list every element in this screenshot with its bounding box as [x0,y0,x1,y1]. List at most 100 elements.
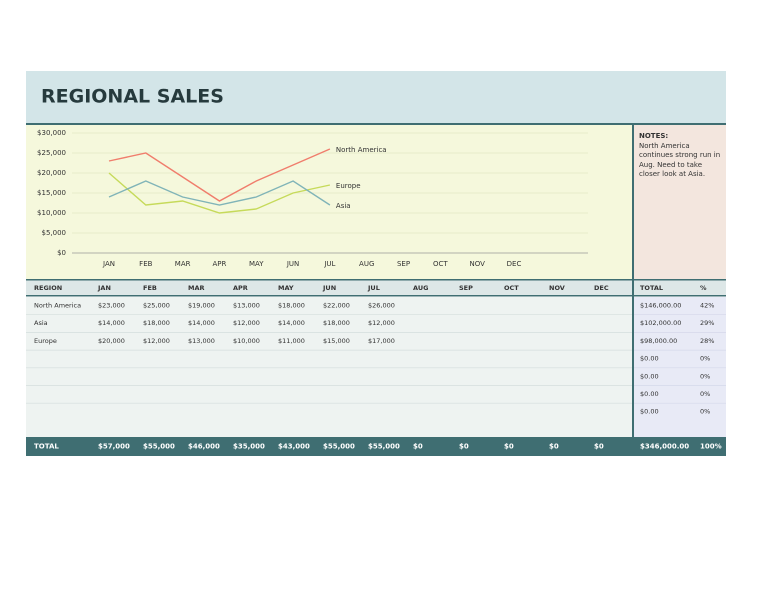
cell: 0% [700,355,710,363]
cell: $12,000 [368,319,395,327]
x-tick-label: JUL [323,260,335,268]
column-header: FEB [143,284,157,292]
cell: Asia [34,319,48,327]
cell: 0% [700,372,710,380]
cell: $18,000 [278,302,305,310]
y-tick-label: $5,000 [42,229,67,237]
x-tick-label: NOV [469,260,485,268]
table-header [26,279,726,296]
y-tick-label: $20,000 [37,169,66,177]
cell: $14,000 [278,319,305,327]
total-cell: 100% [700,443,722,451]
total-cell: $0 [504,443,514,451]
series-line [108,180,331,206]
notes: NOTES: North America continues strong ru… [639,132,725,180]
column-header: SEP [459,284,473,292]
column-header: APR [233,284,248,292]
total-row [26,437,726,456]
total-cell: $346,000.00 [640,443,689,451]
x-tick-label: APR [213,260,227,268]
divider [26,295,726,297]
column-header: % [700,284,707,292]
cell: $146,000.00 [640,302,681,310]
cell: $22,000 [323,302,350,310]
cell: $19,000 [188,302,215,310]
notes-label: NOTES: [639,132,669,140]
series-line [108,148,331,202]
cell: $26,000 [368,302,395,310]
total-cell: $0 [549,443,559,451]
cell: $18,000 [143,319,170,327]
cell: $0.00 [640,390,659,398]
x-tick-label: SEP [397,260,410,268]
column-header: MAR [188,284,205,292]
column-header: JUL [367,284,380,292]
column-header: OCT [504,284,519,292]
total-cell: $55,000 [143,443,175,451]
cell: $14,000 [98,319,125,327]
cell: $0.00 [640,408,659,416]
divider [632,279,634,437]
cell: 42% [700,302,714,310]
total-cell: $0 [594,443,604,451]
column-header: REGION [34,284,62,292]
y-tick-label: $25,000 [37,149,66,157]
series-line [108,172,331,214]
cell: $10,000 [233,337,260,345]
cell: $15,000 [323,337,350,345]
cell: 29% [700,319,714,327]
x-tick-label: MAR [175,260,191,268]
cell: $11,000 [278,337,305,345]
divider [632,125,634,279]
cell: $12,000 [233,319,260,327]
series-label: Europe [336,182,361,190]
column-header: JAN [97,284,111,292]
divider [26,123,726,125]
title: REGIONAL SALES [41,86,224,108]
cell: $0.00 [640,372,659,380]
total-cell: $0 [413,443,423,451]
notes-box: NOTES: North America continues strong ru… [639,132,725,180]
total-cell: $55,000 [368,443,400,451]
table-body [26,297,632,437]
cell: $20,000 [98,337,125,345]
divider [26,279,726,281]
y-tick-label: $0 [57,249,66,257]
x-tick-label: DEC [507,260,522,268]
cell: 0% [700,390,710,398]
cell: $12,000 [143,337,170,345]
cell: $102,000.00 [640,319,681,327]
total-cell: TOTAL [34,443,59,451]
column-header: DEC [594,284,609,292]
total-cell: $57,000 [98,443,130,451]
column-header: NOV [549,284,565,292]
y-tick-label: $15,000 [37,189,66,197]
total-cell: $43,000 [278,443,310,451]
y-tick-label: $30,000 [37,129,66,137]
cell: $23,000 [98,302,125,310]
total-cell: $35,000 [233,443,265,451]
notes-text: North America continues strong run in Au… [639,141,721,179]
cell: $98,000.00 [640,337,677,345]
notes-area [634,125,726,279]
x-tick-label: FEB [139,260,152,268]
x-tick-label: MAY [249,260,264,268]
cell: 28% [700,337,714,345]
cell: Europe [34,337,57,345]
chart-area [26,125,632,279]
column-header: TOTAL [640,284,663,292]
cell: $25,000 [143,302,170,310]
column-header: AUG [413,284,428,292]
x-tick-label: AUG [359,260,374,268]
title-bar [26,71,726,123]
total-cell: $55,000 [323,443,355,451]
cell: $17,000 [368,337,395,345]
total-cell: $46,000 [188,443,220,451]
cell: $0.00 [640,355,659,363]
totals-column [634,297,726,437]
cell: $14,000 [188,319,215,327]
x-tick-label: JAN [102,260,115,268]
series-label: Asia [336,202,351,210]
total-cell: $0 [459,443,469,451]
